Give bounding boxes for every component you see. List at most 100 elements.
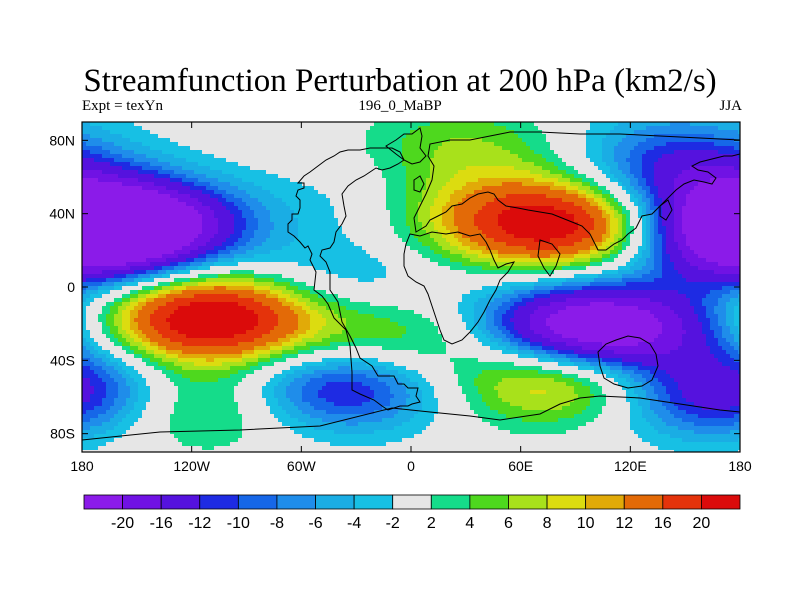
- field-cell: [454, 214, 458, 218]
- field-cell: [682, 178, 686, 182]
- field-cell: [422, 214, 426, 218]
- field-cell: [554, 162, 558, 166]
- field-cell: [458, 170, 462, 174]
- field-cell: [522, 178, 526, 182]
- field-cell: [242, 146, 246, 150]
- field-cell: [334, 146, 338, 150]
- field-cell: [514, 126, 518, 130]
- field-cell: [458, 222, 462, 226]
- field-cell: [530, 186, 534, 190]
- field-cell: [490, 238, 494, 242]
- field-cell: [142, 174, 146, 178]
- field-cell: [378, 142, 382, 146]
- field-cell: [110, 226, 114, 230]
- field-cell: [534, 166, 538, 170]
- field-cell: [246, 202, 250, 206]
- field-cell: [466, 206, 470, 210]
- field-cell: [670, 226, 674, 230]
- field-cell: [722, 142, 726, 146]
- field-cell: [102, 138, 106, 142]
- field-cell: [726, 214, 730, 218]
- field-cell: [450, 134, 454, 138]
- field-cell: [402, 238, 406, 242]
- field-cell: [418, 238, 422, 242]
- field-cell: [710, 226, 714, 230]
- field-cell: [602, 202, 606, 206]
- field-cell: [102, 234, 106, 238]
- field-cell: [226, 126, 230, 130]
- field-cell: [658, 130, 662, 134]
- field-cell: [350, 126, 354, 130]
- field-cell: [698, 186, 702, 190]
- field-cell: [390, 122, 394, 126]
- field-cell: [126, 134, 130, 138]
- field-cell: [390, 194, 394, 198]
- field-cell: [294, 174, 298, 178]
- field-cell: [194, 202, 198, 206]
- field-cell: [398, 182, 402, 186]
- field-cell: [366, 210, 370, 214]
- field-cell: [502, 122, 506, 126]
- field-cell: [422, 126, 426, 130]
- field-cell: [194, 122, 198, 126]
- field-cell: [678, 234, 682, 238]
- field-cell: [578, 126, 582, 130]
- field-cell: [134, 126, 138, 130]
- field-cell: [110, 162, 114, 166]
- field-cell: [126, 170, 130, 174]
- field-cell: [734, 142, 738, 146]
- field-cell: [646, 154, 650, 158]
- field-cell: [586, 218, 590, 222]
- field-cell: [406, 126, 410, 130]
- field-cell: [190, 242, 194, 246]
- field-cell: [90, 190, 94, 194]
- field-cell: [558, 182, 562, 186]
- field-cell: [666, 130, 670, 134]
- field-cell: [334, 158, 338, 162]
- field-cell: [302, 158, 306, 162]
- field-cell: [222, 186, 226, 190]
- field-cell: [230, 126, 234, 130]
- field-cell: [654, 186, 658, 190]
- field-cell: [534, 234, 538, 238]
- field-cell: [150, 134, 154, 138]
- field-cell: [394, 122, 398, 126]
- field-cell: [114, 194, 118, 198]
- field-cell: [642, 162, 646, 166]
- field-cell: [174, 234, 178, 238]
- field-cell: [518, 134, 522, 138]
- field-cell: [142, 230, 146, 234]
- field-cell: [690, 158, 694, 162]
- field-cell: [242, 126, 246, 130]
- field-cell: [394, 234, 398, 238]
- field-cell: [366, 190, 370, 194]
- field-cell: [214, 122, 218, 126]
- field-cell: [242, 178, 246, 182]
- field-cell: [502, 194, 506, 198]
- field-cell: [258, 190, 262, 194]
- field-cell: [682, 206, 686, 210]
- field-cell: [86, 170, 90, 174]
- field-cell: [206, 190, 210, 194]
- field-cell: [182, 122, 186, 126]
- field-cell: [650, 162, 654, 166]
- field-cell: [98, 194, 102, 198]
- field-cell: [306, 230, 310, 234]
- field-cell: [438, 222, 442, 226]
- field-cell: [694, 146, 698, 150]
- field-cell: [490, 158, 494, 162]
- field-cell: [190, 178, 194, 182]
- field-cell: [382, 194, 386, 198]
- field-cell: [722, 214, 726, 218]
- field-cell: [106, 206, 110, 210]
- field-cell: [678, 122, 682, 126]
- field-cell: [234, 214, 238, 218]
- field-cell: [378, 214, 382, 218]
- field-cell: [686, 146, 690, 150]
- field-cell: [450, 182, 454, 186]
- field-cell: [210, 182, 214, 186]
- field-cell: [266, 222, 270, 226]
- field-cell: [530, 226, 534, 230]
- field-cell: [594, 218, 598, 222]
- field-cell: [342, 234, 346, 238]
